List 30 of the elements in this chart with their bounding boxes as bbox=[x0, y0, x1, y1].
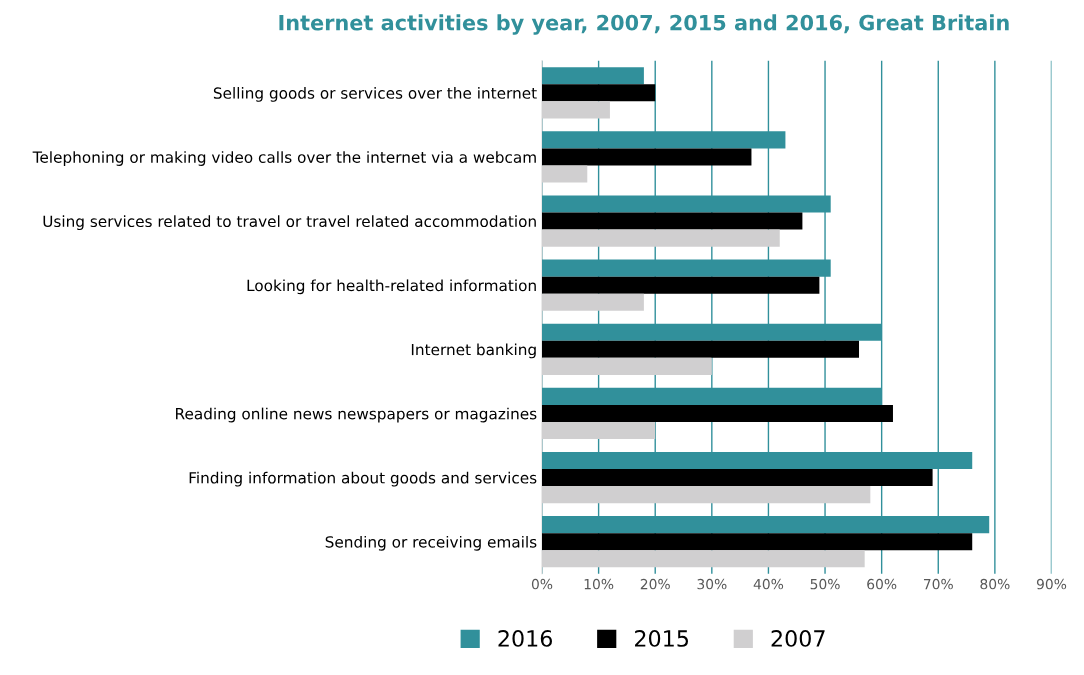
bar bbox=[542, 404, 893, 422]
x-tick-label: 40% bbox=[753, 578, 784, 590]
x-tick-label: 10% bbox=[584, 578, 614, 590]
y-tick-label: Using services related to travel or travel related accommodation bbox=[43, 215, 536, 231]
y-tick-label: Internet banking bbox=[411, 343, 536, 359]
bar bbox=[542, 340, 860, 358]
y-tick-label: Telephoning or making video calls over the internet via a webcam bbox=[32, 151, 536, 166]
chart-title: Internet activities by year, 2007, 2015 and 2016, Great Britain bbox=[279, 14, 1009, 35]
bar bbox=[542, 533, 973, 551]
x-tick-label: 20% bbox=[640, 578, 670, 590]
y-tick-label: Selling goods or services over the internet bbox=[213, 87, 537, 102]
y-tick-label: Sending or receiving emails bbox=[325, 535, 537, 551]
y-tick-label: Finding information about goods and services bbox=[189, 471, 537, 487]
bar bbox=[542, 469, 933, 487]
y-tick-label: Reading online news newspapers or magazines bbox=[176, 407, 537, 423]
bar bbox=[542, 84, 656, 102]
x-tick-label: 0% bbox=[531, 578, 553, 590]
x-tick-label: 60% bbox=[867, 578, 897, 590]
legend-label: 2016 bbox=[498, 630, 552, 647]
bar bbox=[542, 148, 752, 166]
x-tick-label: 80% bbox=[980, 578, 1010, 590]
x-tick-label: 50% bbox=[810, 578, 840, 590]
legend-label: 2015 bbox=[635, 630, 689, 647]
x-tick-label: 70% bbox=[923, 578, 953, 590]
bar bbox=[542, 212, 803, 230]
x-tick-label: 30% bbox=[697, 578, 727, 590]
legend-label: 2007 bbox=[771, 630, 825, 647]
bar bbox=[542, 276, 820, 294]
x-tick-label: 90% bbox=[1036, 578, 1067, 590]
y-tick-label: Looking for health-related information bbox=[247, 279, 536, 295]
